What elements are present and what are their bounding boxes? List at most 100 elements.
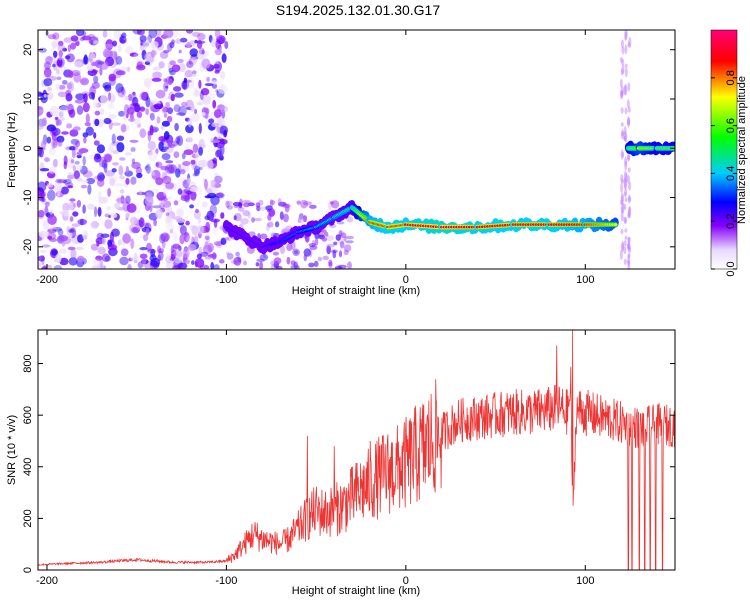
heatmap-noise-blob (63, 209, 70, 217)
heatmap-noise-blob (84, 122, 91, 127)
heatmap-noise-blob (97, 206, 102, 217)
heatmap-noise-blob (626, 99, 630, 109)
heatmap-noise-blob (624, 228, 628, 233)
heatmap-noise-blob (87, 34, 95, 39)
heatmap-noise-blob (51, 139, 55, 150)
heatmap-noise-blob (308, 262, 315, 268)
heatmap-noise-blob (197, 217, 201, 224)
heatmap-noise-blob (212, 99, 217, 109)
heatmap-noise-blob (47, 92, 54, 100)
heatmap-noise-blob (623, 246, 627, 255)
heatmap-noise-blob (77, 255, 85, 263)
heatmap-noise-blob (627, 210, 631, 217)
x-tick-label: -200 (36, 575, 58, 587)
heatmap-noise-blob (317, 256, 322, 262)
heatmap-noise-blob (91, 61, 98, 67)
heatmap-noise-blob (620, 122, 624, 127)
heatmap-noise-blob (115, 70, 126, 76)
heatmap-noise-blob (42, 265, 47, 269)
heatmap-noise-blob (286, 256, 291, 265)
heatmap-noise-blob (237, 206, 245, 212)
heatmap-noise-blob (320, 229, 327, 233)
heatmap-noise-blob (56, 135, 65, 143)
heatmap-noise-blob (160, 200, 166, 205)
heatmap-noise-blob (220, 71, 226, 80)
heatmap-noise-blob (196, 101, 203, 106)
heatmap-noise-blob (173, 151, 180, 159)
heatmap-noise-blob (322, 255, 330, 261)
heatmap-noise-blob (82, 170, 93, 178)
x-tick-label: -100 (215, 575, 237, 587)
heatmap-noise-blob (198, 167, 203, 170)
heatmap-noise-blob (258, 206, 266, 211)
heatmap-noise-blob (184, 79, 192, 83)
heatmap-noise-blob (255, 202, 261, 208)
heatmap-noise-blob (178, 49, 182, 54)
heatmap-noise-blob (269, 199, 274, 208)
snr-x-axis-label: Height of straight line (km) (292, 585, 420, 597)
heatmap-noise-blob (624, 67, 628, 78)
heatmap-noise-blob (194, 258, 205, 268)
heatmap-noise-blob (112, 149, 119, 155)
heatmap-noise-blob (134, 203, 141, 214)
heatmap-noise-blob (120, 248, 129, 257)
snr-x-ticks: -200 -100 0 100 (36, 330, 594, 587)
heatmap-noise-blob (39, 250, 47, 253)
heatmap-noise-blob (169, 41, 175, 49)
heatmap-noise-blob (128, 117, 136, 122)
heatmap-noise-blob (220, 212, 225, 219)
heatmap-noise-blob (328, 259, 333, 267)
heatmap-noise-blob (99, 256, 103, 267)
heatmap-noise-blob (215, 149, 222, 158)
heatmap-noise-blob (70, 248, 77, 260)
heatmap-noise-blob (79, 218, 84, 226)
heatmap-noise-blob (212, 228, 218, 235)
heatmap-noise-blob (54, 116, 58, 120)
heatmap-noise-blob (174, 257, 182, 264)
heatmap-noise-blob (278, 201, 287, 207)
heatmap-noise-blob (218, 156, 225, 161)
heatmap-noise-blob (234, 212, 242, 222)
heatmap-noise-blob (167, 62, 172, 71)
heatmap-noise-blob (97, 172, 105, 182)
heatmap-noise-blob (64, 103, 74, 111)
heatmap-noise-blob (43, 94, 47, 98)
heatmap-noise-blob (126, 66, 131, 72)
heatmap-noise-blob (90, 53, 96, 60)
heatmap-noise-blob (207, 242, 214, 253)
heatmap-x-axis-label: Height of straight line (km) (292, 285, 420, 297)
heatmap-noise-blob (198, 122, 202, 134)
snr-y-ticks: 0 200 400 600 800 (22, 354, 675, 573)
heatmap-noise-blob (105, 39, 114, 50)
heatmap-noise-blob (303, 254, 307, 262)
heatmap-noise-blob (183, 178, 188, 185)
heatmap-noise-blob (58, 234, 68, 242)
heatmap-noise-blob (58, 111, 64, 118)
heatmap-noise-blob (621, 178, 624, 184)
heatmap-noise-blob (118, 242, 127, 246)
heatmap-noise-blob (57, 91, 68, 98)
heatmap-noise-blob (73, 126, 81, 131)
heatmap-noise-blob (67, 174, 75, 180)
heatmap-noise-blob (82, 204, 86, 214)
heatmap-noise-blob (335, 234, 341, 241)
heatmap-noise-blob (341, 264, 347, 269)
heatmap-noise-blob (126, 107, 135, 115)
heatmap-noise-blob (69, 129, 79, 137)
heatmap-noise-blob (309, 204, 317, 209)
heatmap-noise-blob (180, 169, 186, 175)
heatmap-noise-blob (214, 48, 223, 56)
heatmap-noise-blob (92, 40, 100, 45)
heatmap-noise-blob (308, 243, 317, 247)
heatmap-noise-blob (69, 216, 74, 222)
heatmap-noise-blob (143, 234, 149, 242)
heatmap-noise-blob (139, 45, 145, 51)
heatmap-noise-blob (165, 253, 169, 261)
heatmap-noise-blob (119, 175, 125, 180)
heatmap-noise-blob (197, 32, 206, 41)
heatmap-noise-blob (176, 208, 184, 217)
heatmap-noise-blob (343, 244, 352, 252)
heatmap-noise-blob (184, 259, 190, 265)
heatmap-noise-blob (175, 38, 182, 44)
